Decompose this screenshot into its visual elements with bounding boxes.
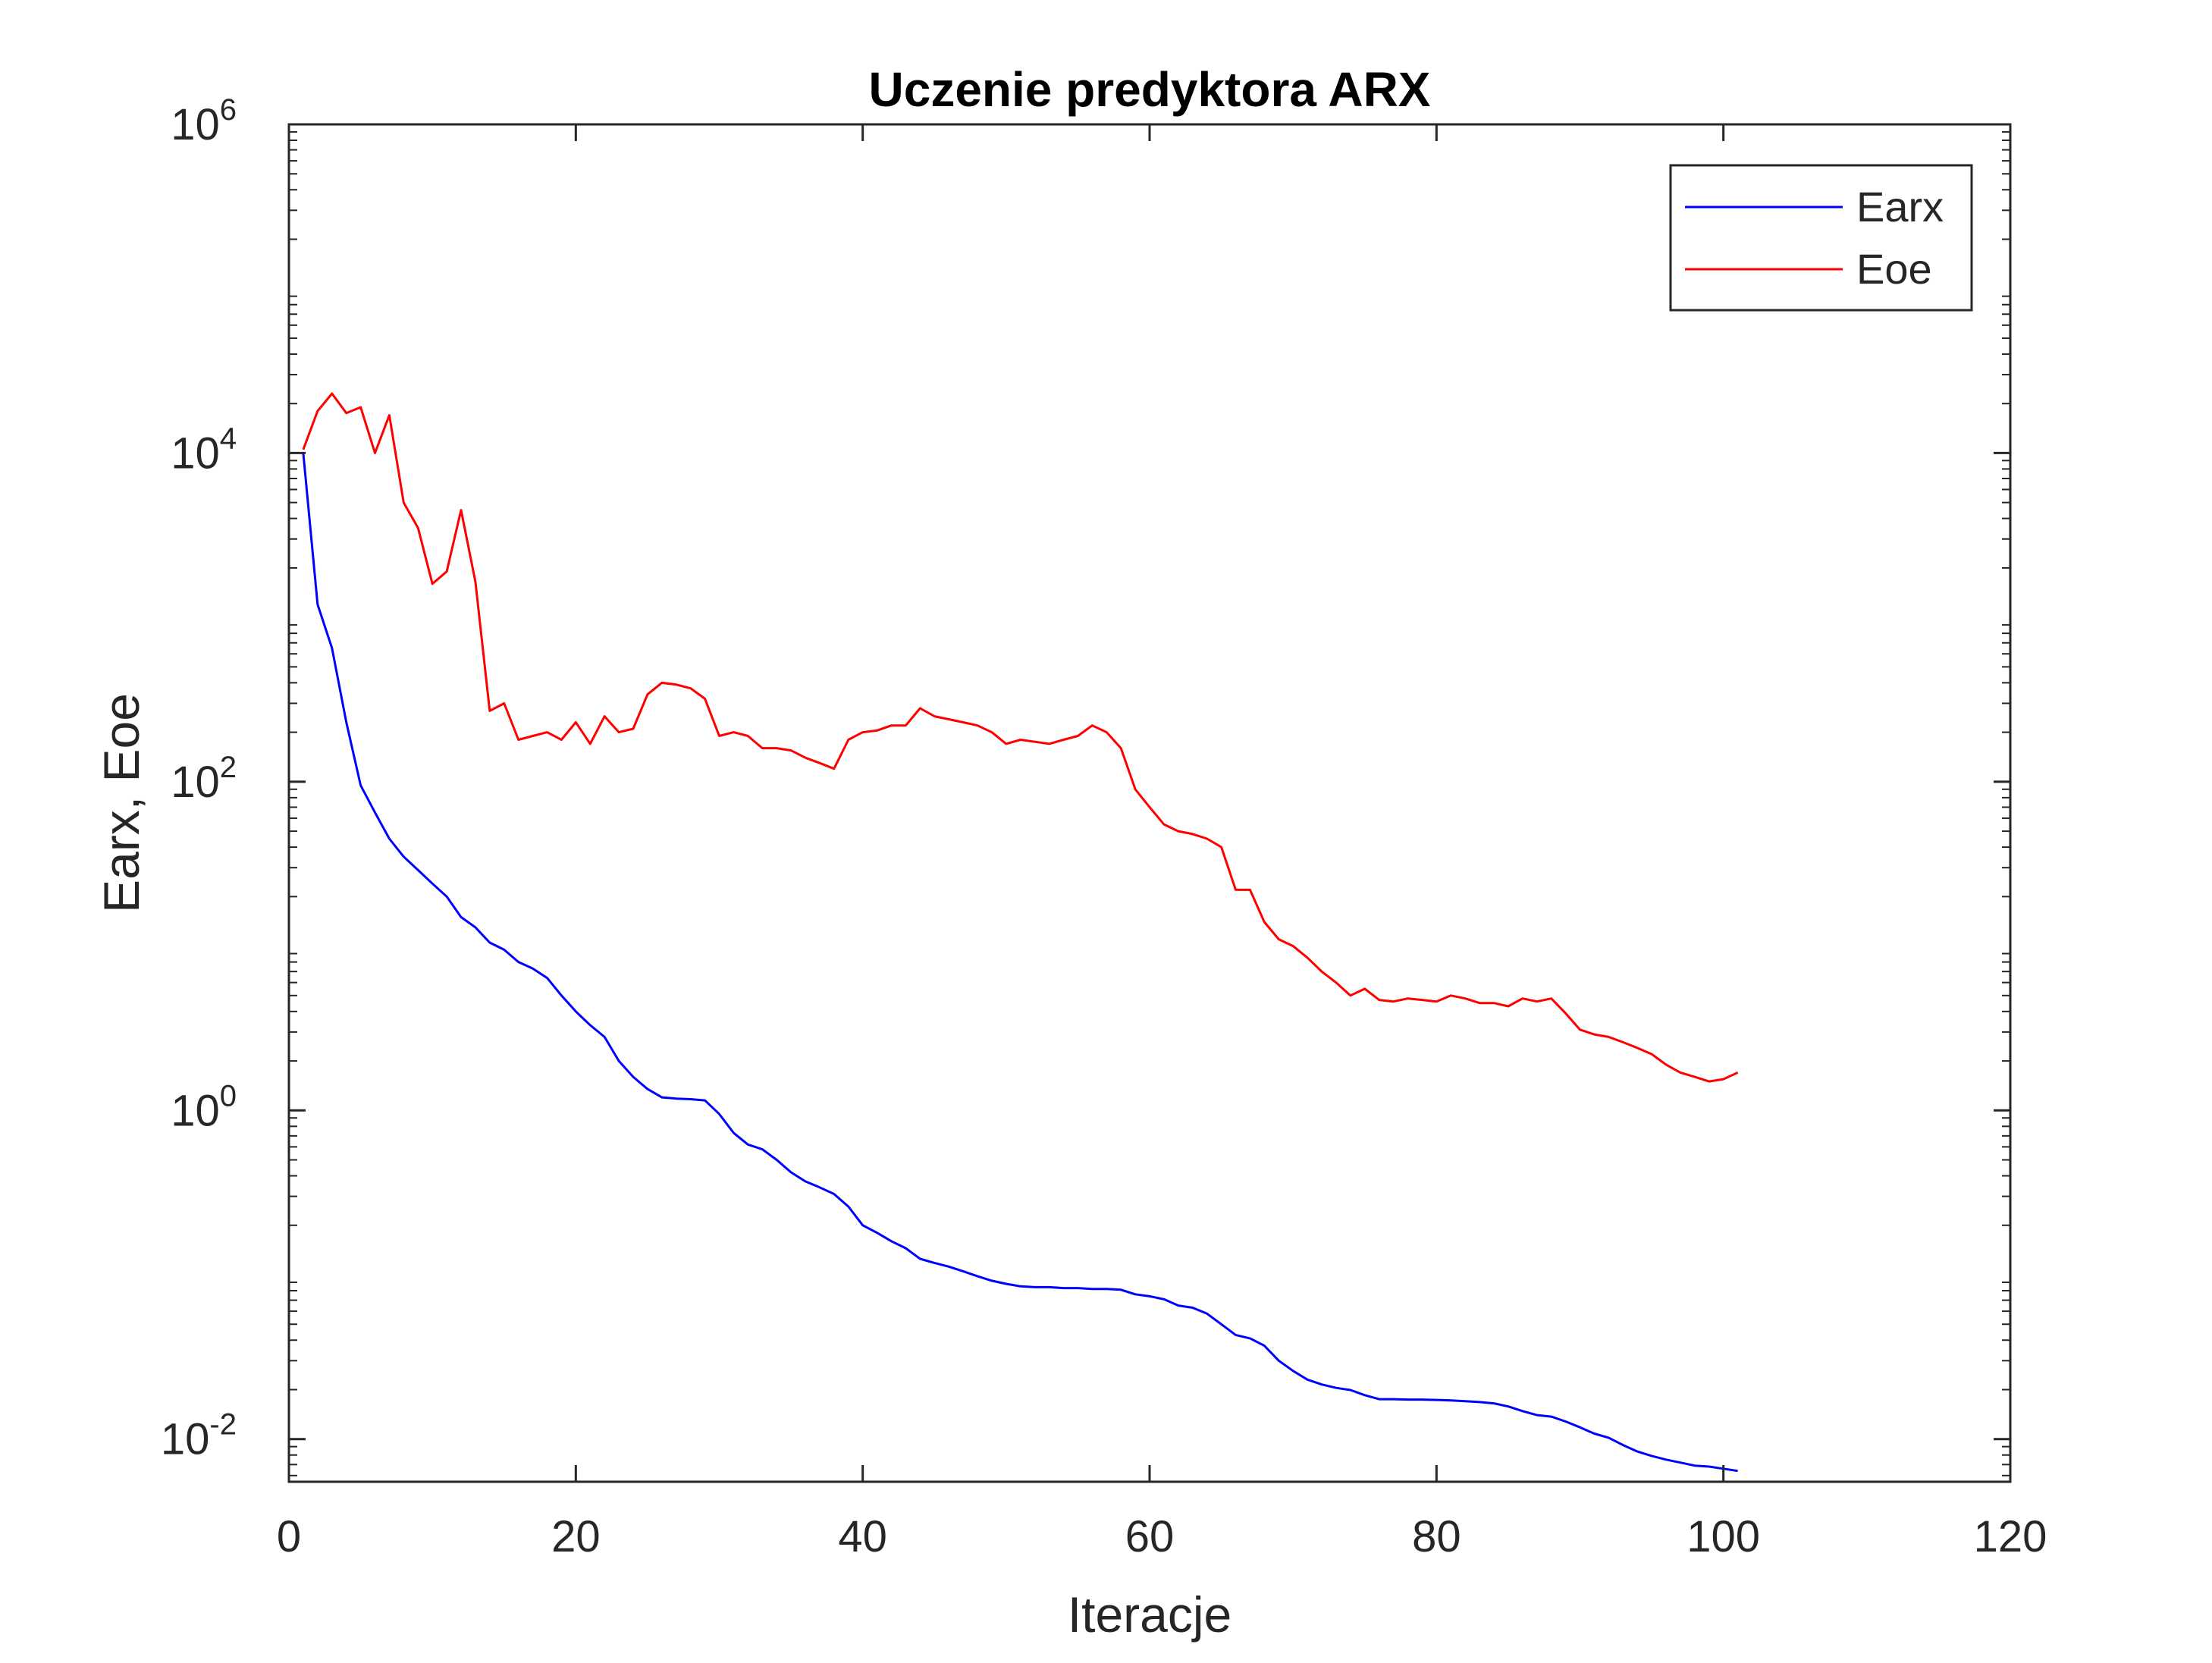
legend-box (1669, 164, 1973, 312)
y-tick-label: 102 (171, 751, 237, 807)
x-tick-label: 40 (838, 1512, 887, 1561)
axes-frame (287, 123, 2012, 1483)
tick-labels-layer: 0 20 40 60 80 100 120 10-2 100 102 104 106 (161, 93, 2047, 1561)
y-tick-label: 106 (171, 93, 237, 149)
x-tick-label: 0 (277, 1512, 301, 1561)
series-line-earx (302, 453, 1738, 1473)
x-tick-label: 120 (1974, 1512, 2047, 1561)
x-axis-label: Iteracje (1068, 1586, 1232, 1643)
chart-title: Uczenie predyktora ARX (869, 62, 1431, 117)
y-tick-label: 10-2 (161, 1408, 237, 1464)
legend: Earx Eoe (1669, 164, 1973, 312)
y-tick-label: 104 (171, 422, 237, 478)
series-layer (302, 392, 1739, 1473)
legend-label-eoe: Eoe (1856, 245, 1932, 293)
series-line-eoe (302, 392, 1739, 1083)
y-axis-label: Earx, Eoe (93, 693, 149, 913)
x-tick-label: 60 (1125, 1512, 1175, 1561)
x-tick-label: 80 (1412, 1512, 1461, 1561)
y-tick-label: 100 (171, 1079, 237, 1135)
legend-label-earx: Earx (1856, 183, 1944, 231)
x-tick-label: 100 (1686, 1512, 1760, 1561)
plot-area: 0 20 40 60 80 100 120 10-2 100 102 104 106 (161, 93, 2047, 1561)
x-tick-label: 20 (551, 1512, 601, 1561)
axes-background (289, 124, 2010, 1482)
